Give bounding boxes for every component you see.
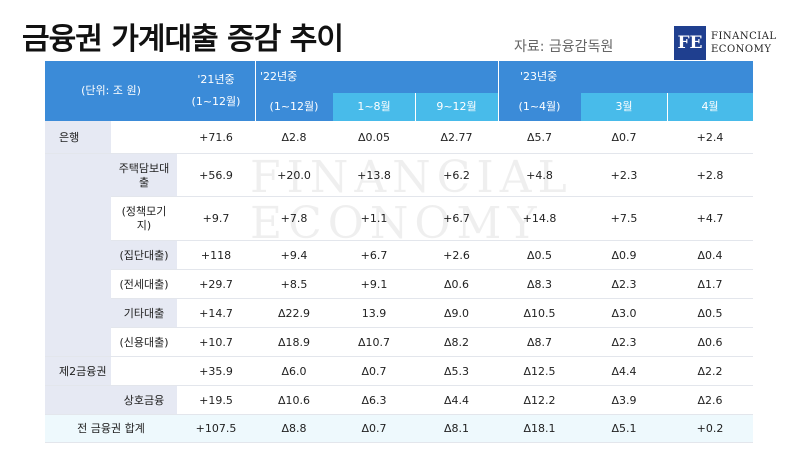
table-cell: Δ5.3	[443, 364, 470, 378]
table-cell: Δ5.7	[526, 130, 553, 144]
table-cell: Δ10.6	[277, 393, 311, 407]
table-cell: Δ2.77	[440, 130, 473, 144]
table-cell: 13.9	[361, 306, 387, 320]
row-label: 전 금융권 합계	[77, 422, 145, 435]
table-cell: Δ8.1	[443, 422, 470, 435]
col-header-2023-period: (1~4월)	[498, 93, 581, 121]
table-cell: +2.8	[696, 168, 724, 182]
unit-header: (단위: 조 원)	[45, 61, 177, 121]
table-cell: +107.5	[195, 422, 237, 435]
table-cell: Δ5.1	[611, 422, 637, 435]
table-cell: +35.9	[199, 364, 233, 378]
col-header-2023: '23년중	[498, 61, 753, 93]
table-cell: Δ8.2	[443, 335, 470, 349]
table-cell: Δ2.8	[281, 130, 307, 144]
row-label: (정책모기지)	[121, 205, 167, 232]
table-cell: Δ0.6	[443, 277, 470, 291]
table-cell: +56.9	[199, 168, 233, 182]
table-cell: Δ8.7	[526, 335, 553, 349]
row-label: (전세대출)	[119, 277, 169, 291]
table-cell: Δ0.05	[357, 130, 391, 144]
col-header-2022-sep-dec: 9~12월	[415, 93, 498, 121]
row-label: (신용대출)	[119, 335, 169, 349]
table-cell: Δ18.9	[277, 335, 311, 349]
table-cell: +10.7	[199, 335, 233, 349]
table-cell: Δ6.0	[281, 364, 307, 378]
logo: FE FINANCIAL ECONOMY	[674, 26, 778, 60]
table-cell: +6.7	[443, 212, 470, 225]
col-header-2021-title: '21년중	[197, 73, 235, 86]
table-cell: Δ2.2	[697, 364, 723, 378]
row-label: 기타대출	[111, 299, 177, 328]
table-cell: Δ6.3	[361, 393, 387, 407]
table-cell: Δ0.7	[361, 364, 387, 378]
page-title: 금융권 가계대출 증감 추이	[22, 22, 344, 57]
table-cell: Δ1.7	[697, 277, 723, 291]
table-cell: Δ10.5	[523, 306, 556, 320]
col-header-2022-jan-aug: 1~8월	[333, 93, 415, 121]
table-cell: +14.8	[522, 212, 557, 225]
table-cell: +20.0	[277, 168, 311, 182]
table-cell: Δ0.7	[611, 130, 637, 144]
table-cell: +4.7	[696, 212, 724, 225]
table-cell: +19.5	[199, 393, 233, 407]
table-cell: Δ0.9	[611, 248, 637, 262]
row-label: (집단대출)	[111, 241, 177, 270]
table-cell: Δ18.1	[523, 422, 556, 435]
table-cell: +8.5	[280, 277, 308, 291]
table-cell: +0.2	[696, 422, 724, 435]
table-cell: Δ3.9	[611, 393, 637, 407]
table-cell: +2.3	[610, 168, 638, 182]
table-cell: +29.7	[199, 277, 233, 291]
table-cell: Δ2.3	[611, 277, 637, 291]
logo-mark: FE	[674, 26, 706, 60]
table-cell: +14.7	[199, 306, 233, 320]
table-cell: +71.6	[199, 130, 233, 144]
row-label: 상호금융	[111, 386, 177, 415]
table-cell: Δ8.3	[526, 277, 553, 291]
source-note: 자료: 금융감독원	[514, 39, 614, 55]
table-cell: +6.2	[443, 168, 470, 182]
logo-text-1: FINANCIAL	[711, 31, 777, 42]
table-cell: +4.8	[526, 168, 553, 182]
row-label: 주택담보대출	[111, 154, 177, 197]
row-label: 은행	[45, 121, 111, 154]
table-cell: Δ0.6	[697, 335, 723, 349]
table-cell: Δ2.6	[697, 393, 723, 407]
table-cell: +9.4	[280, 248, 308, 262]
row-label: 제2금융권	[45, 357, 111, 386]
table-cell: Δ2.3	[611, 335, 637, 349]
table-cell: Δ0.4	[697, 248, 723, 262]
col-header-2022-period: (1~12월)	[255, 93, 333, 121]
table-cell: +9.7	[202, 212, 230, 225]
table-cell: +7.5	[610, 212, 638, 225]
table-cell: +6.7	[360, 248, 388, 262]
table-cell: Δ12.2	[523, 393, 556, 407]
table-cell: Δ4.4	[443, 393, 470, 407]
table-cell: Δ4.4	[611, 364, 637, 378]
table-cell: Δ0.7	[361, 422, 387, 435]
col-header-2022: '22년중	[255, 61, 498, 93]
table-cell: Δ0.5	[526, 248, 553, 262]
col-header-2021: '21년중 (1~12월)	[177, 61, 255, 121]
table-cell: Δ9.0	[443, 306, 470, 320]
table-cell: +7.8	[280, 212, 308, 225]
data-table: (단위: 조 원) '21년중 (1~12월) '22년중 (1~12월) 1~…	[45, 61, 753, 443]
table-cell: Δ3.0	[611, 306, 637, 320]
col-header-2023-mar: 3월	[581, 93, 667, 121]
table-cell: Δ8.8	[281, 422, 307, 435]
table-cell: Δ12.5	[523, 364, 556, 378]
table-cell: Δ10.7	[357, 335, 391, 349]
table-cell: +9.1	[360, 277, 388, 291]
table-cell: Δ0.5	[697, 306, 723, 320]
table-cell: +13.8	[357, 168, 391, 182]
col-header-2023-apr: 4월	[667, 93, 753, 121]
table-cell: +2.4	[696, 130, 724, 144]
table-cell: Δ22.9	[277, 306, 311, 320]
logo-text-2: ECONOMY	[711, 44, 772, 55]
table-cell: +118	[200, 248, 232, 262]
table-cell: +2.6	[443, 248, 470, 262]
col-header-2021-period: (1~12월)	[191, 95, 241, 108]
table-cell: +1.1	[360, 212, 388, 225]
